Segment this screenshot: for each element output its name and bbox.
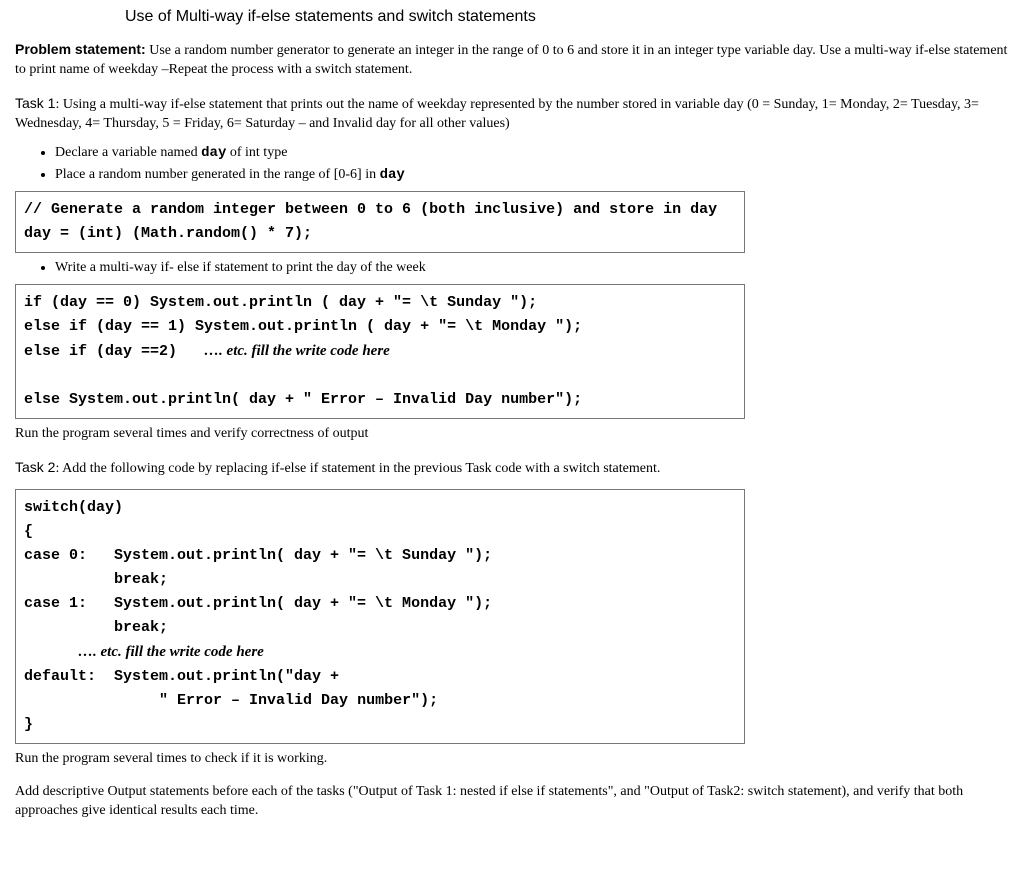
- code-line: switch(day): [24, 499, 123, 516]
- task1-bullets: Declare a variable named day of int type…: [55, 144, 1009, 186]
- code-inline: day: [380, 167, 405, 183]
- code-line: " Error – Invalid Day number");: [24, 692, 438, 709]
- task2-section: Task 2: Add the following code by replac…: [15, 458, 1009, 821]
- code-box-switch: switch(day) { case 0: System.out.println…: [15, 489, 745, 744]
- code-line: case 0: System.out.println( day + "= \t …: [24, 547, 492, 564]
- code-line: {: [24, 523, 33, 540]
- code-line: }: [24, 716, 33, 733]
- list-item: Declare a variable named day of int type: [55, 144, 1009, 163]
- bullet-text: of int type: [226, 145, 287, 160]
- fill-note: …. etc. fill the write code here: [78, 644, 264, 660]
- code-line: case 1: System.out.println( day + "= \t …: [24, 595, 492, 612]
- problem-text: Use a random number generator to generat…: [15, 43, 1007, 77]
- code-box-random: // Generate a random integer between 0 t…: [15, 191, 745, 253]
- task1-after: Run the program several times and verify…: [15, 425, 1009, 444]
- fill-note: …. etc. fill the write code here: [204, 343, 390, 359]
- task2-after: Run the program several times to check i…: [15, 750, 1009, 769]
- bullet-text: Place a random number generated in the r…: [55, 167, 380, 182]
- list-item: Write a multi-way if- else if statement …: [55, 259, 1009, 278]
- code-box-ifelse: if (day == 0) System.out.println ( day +…: [15, 284, 745, 419]
- problem-statement: Problem statement: Use a random number g…: [15, 40, 1009, 80]
- closing-text: Add descriptive Output statements before…: [15, 783, 1009, 821]
- code-line: else if (day == 1) System.out.println ( …: [24, 318, 582, 335]
- code-line: else if (day ==2): [24, 343, 204, 360]
- problem-label: Problem statement:: [15, 41, 146, 57]
- code-line: if (day == 0) System.out.println ( day +…: [24, 294, 537, 311]
- list-item: Place a random number generated in the r…: [55, 166, 1009, 185]
- task2-text: : Add the following code by replacing if…: [55, 461, 660, 476]
- code-line: break;: [24, 619, 168, 636]
- task1-bullets-2: Write a multi-way if- else if statement …: [55, 259, 1009, 278]
- bullet-text: Declare a variable named: [55, 145, 201, 160]
- task1-text: : Using a multi-way if-else statement th…: [15, 97, 979, 131]
- code-inline: day: [201, 145, 226, 161]
- task1-section: Task 1: Using a multi-way if-else statem…: [15, 94, 1009, 444]
- code-line: default: System.out.println("day +: [24, 668, 339, 685]
- page-title: Use of Multi-way if-else statements and …: [125, 8, 1009, 26]
- task1-label: Task 1: [15, 95, 55, 111]
- code-line: [24, 644, 78, 661]
- task2-label: Task 2: [15, 459, 55, 475]
- code-line: else System.out.println( day + " Error –…: [24, 391, 582, 408]
- code-line: break;: [24, 571, 168, 588]
